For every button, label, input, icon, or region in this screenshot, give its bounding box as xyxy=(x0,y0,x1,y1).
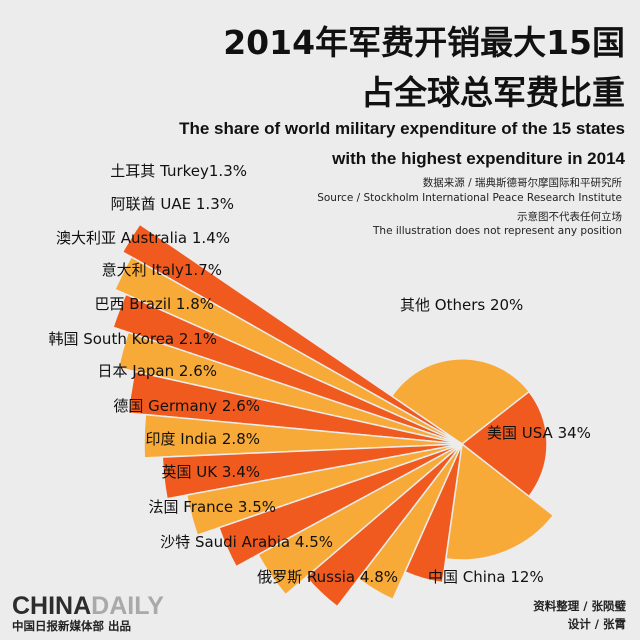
label-5: 法国 France 3.5% xyxy=(148,498,276,516)
slice-5 xyxy=(305,443,463,608)
label-usa: 美国 USA 34% xyxy=(487,424,591,442)
slice-7 xyxy=(218,443,463,568)
label-7: 印度 India 2.8% xyxy=(146,430,260,448)
label-13: 澳大利亚 Australia 1.4% xyxy=(56,229,230,247)
china-daily-logo: CHINADAILY xyxy=(12,592,164,620)
disclaimer-en: The illustration does not represent any … xyxy=(372,225,622,237)
label-4: 沙特 Saudi Arabia 4.5% xyxy=(160,533,333,551)
svg-text:CHINADAILY: CHINADAILY xyxy=(12,592,164,620)
label-9: 日本 Japan 2.6% xyxy=(98,362,217,380)
slice-11 xyxy=(127,370,463,445)
logo-part1: CHINA xyxy=(12,592,91,620)
title-line1: 2014年军费开销最大15国 xyxy=(223,23,625,62)
publisher: 中国日报新媒体部 出品 xyxy=(12,619,131,633)
pie-slices xyxy=(112,223,555,608)
slice-3 xyxy=(404,443,463,584)
slice-6 xyxy=(257,443,463,596)
label-3: 俄罗斯 Russia 4.8% xyxy=(257,568,398,586)
subtitle-en-line1: The share of world military expenditure … xyxy=(179,119,625,138)
credit-research: 资料整理 / 张陨璧 xyxy=(533,599,626,613)
slice-china xyxy=(445,442,555,561)
slice-15 xyxy=(121,223,463,445)
slice-4 xyxy=(357,443,463,601)
label-10: 韩国 South Korea 2.1% xyxy=(48,330,217,348)
slice-labels: 美国 USA 34% 中国 China 12% 其他 Others 20% 俄罗斯 R… xyxy=(48,162,590,586)
label-11: 巴西 Brazil 1.8% xyxy=(94,295,214,313)
label-others: 其他 Others 20% xyxy=(400,296,523,314)
slice-13 xyxy=(112,293,463,445)
label-15: 土耳其 Turkey1.3% xyxy=(110,162,247,180)
source-cn: 数据来源 / 瑞典斯德哥尔摩国际和平研究所 xyxy=(423,176,623,189)
label-12: 意大利 Italy1.7% xyxy=(102,261,222,279)
label-14: 阿联酋 UAE 1.3% xyxy=(111,195,234,213)
source-en: Source / Stockholm International Peace R… xyxy=(317,192,622,204)
label-8: 德国 Germany 2.6% xyxy=(113,397,260,415)
subtitle-en-line2: with the highest expenditure in 2014 xyxy=(331,149,625,168)
slice-14 xyxy=(113,255,463,445)
disclaimer-cn: 示意图不代表任何立场 xyxy=(517,210,622,223)
credit-design: 设计 / 张霄 xyxy=(568,617,626,631)
label-6: 英国 UK 3.4% xyxy=(162,463,260,481)
slice-8 xyxy=(185,443,463,537)
logo-part2: DAILY xyxy=(91,592,164,620)
title-line2: 占全球总军费比重 xyxy=(361,73,625,112)
label-china: 中国 China 12% xyxy=(428,568,544,586)
slice-12 xyxy=(117,331,463,445)
